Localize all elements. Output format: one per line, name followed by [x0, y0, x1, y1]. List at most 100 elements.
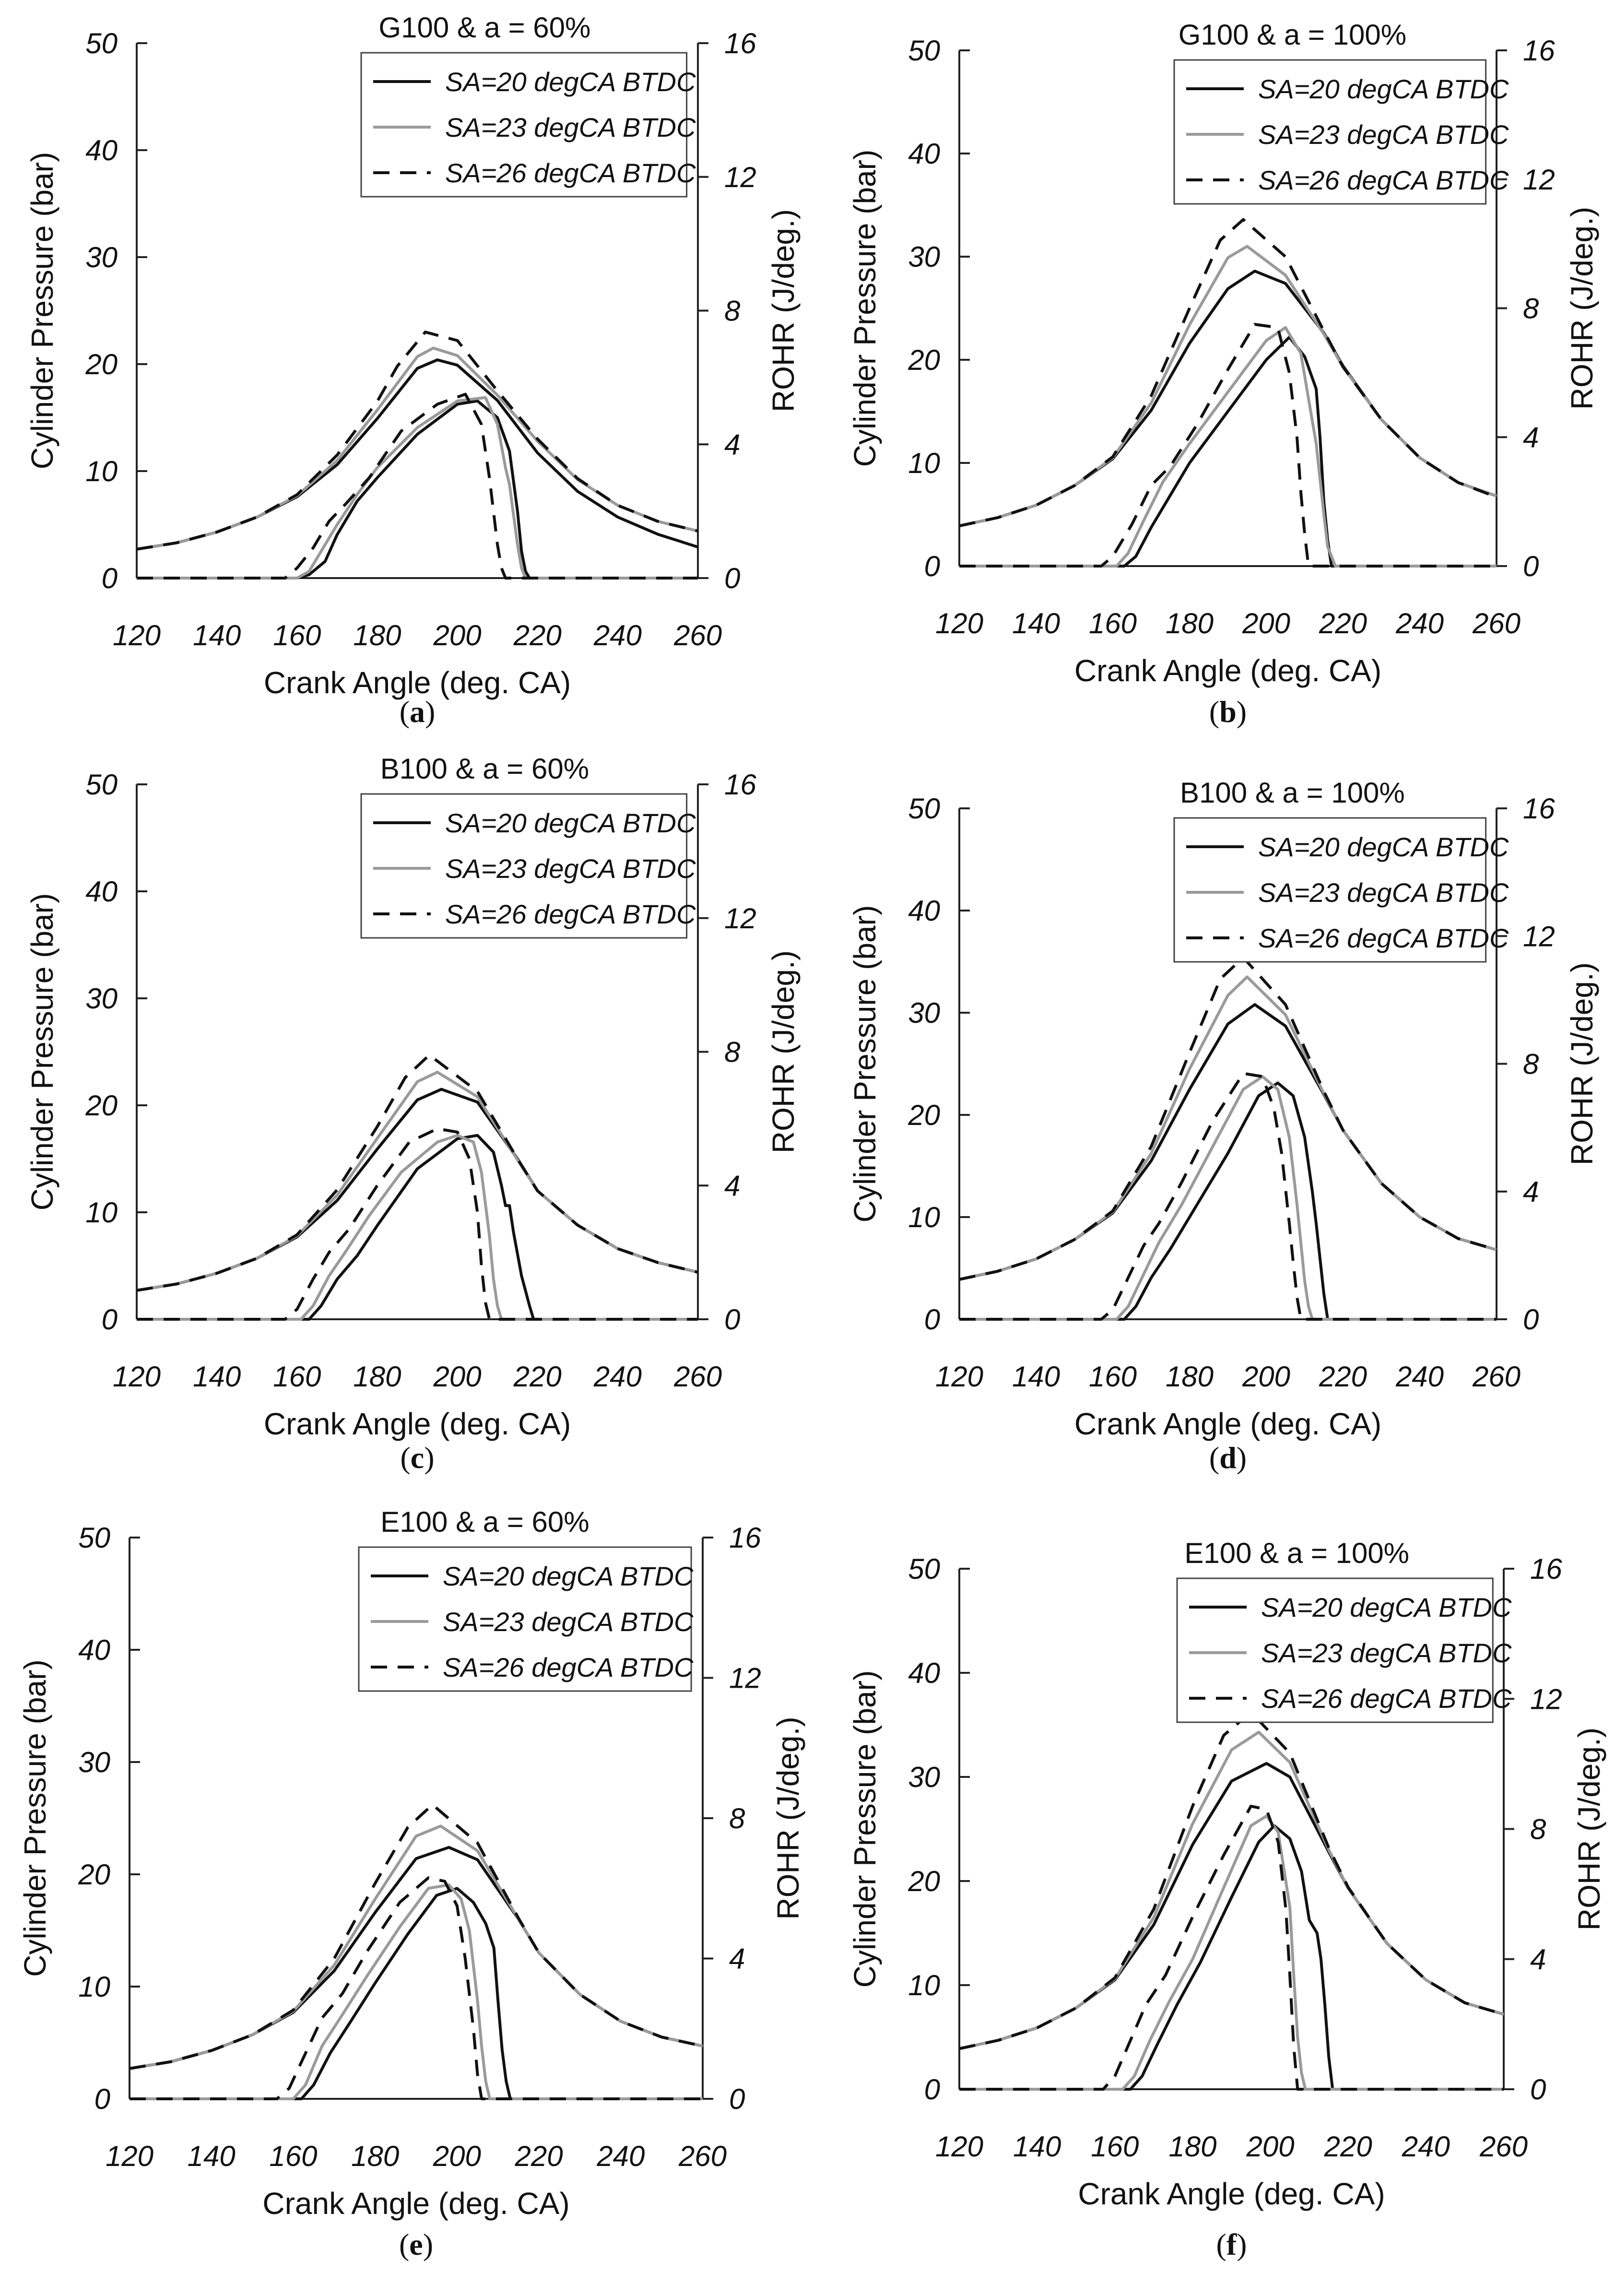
series-line-rohr-2	[130, 1883, 703, 2100]
y2-tick-label: 4	[1523, 421, 1539, 453]
y-tick-label: 0	[924, 2073, 940, 2106]
x-tick-label: 160	[269, 2140, 317, 2172]
y-tick-label: 10	[85, 455, 118, 487]
y-tick-label: 30	[908, 997, 940, 1029]
x-tick-label: 140	[1012, 607, 1060, 639]
y-tick-label: 30	[85, 982, 118, 1015]
y2-tick-label: 12	[1523, 920, 1555, 952]
x-axis-label: Crank Angle (deg. CA)	[264, 665, 571, 700]
x-tick-label: 180	[353, 619, 401, 651]
y-tick-label: 50	[78, 1522, 110, 1554]
y2-tick-label: 12	[724, 902, 756, 935]
series-line-rohr-3	[959, 323, 1497, 568]
caption-close: )	[1237, 2227, 1247, 2261]
y2-axis-label: ROHR (J/deg.)	[1565, 207, 1599, 410]
x-tick-label: 180	[1166, 1361, 1214, 1393]
chart-panel-b: 0 10 20 30 40 50 0 4 8 12 16 120 140 160 180 200 220 240 2…	[848, 19, 1599, 729]
y-tick-label: 40	[78, 1634, 110, 1666]
caption-open: (	[400, 695, 410, 729]
y2-tick-label: 16	[724, 27, 756, 59]
y2-tick-label: 4	[1530, 1943, 1546, 1976]
chart-panel-e: 0 10 20 30 40 50 0 4 8 12 16 120 140 160 180 200 220 240 2…	[18, 1506, 805, 2261]
x-tick-label: 200	[433, 2140, 481, 2172]
x-tick-label: 220	[513, 619, 562, 651]
y-tick-label: 0	[94, 2083, 110, 2115]
chart-panel-d: 0 10 20 30 40 50 0 4 8 12 16 120 140 160 180 200 220 240 2…	[848, 777, 1599, 1475]
y-tick-label: 40	[85, 876, 118, 908]
panel-caption: (c)	[400, 1441, 434, 1475]
x-axis-label: Crank Angle (deg. CA)	[262, 2186, 569, 2221]
panel-caption: (a)	[400, 695, 436, 729]
x-tick-label: 240	[596, 2140, 645, 2172]
series-line-pressure-3	[136, 331, 698, 551]
y-tick-label: 40	[908, 1657, 940, 1689]
caption-open: (	[1209, 695, 1219, 729]
legend-label: SA=23 degCA BTDC	[1261, 1638, 1512, 1668]
legend-label: SA=23 degCA BTDC	[1258, 119, 1509, 150]
x-tick-label: 260	[1472, 1361, 1521, 1393]
panel-caption: (e)	[399, 2227, 433, 2261]
y-tick-label: 50	[908, 1553, 940, 1585]
y-tick-label: 50	[908, 793, 940, 825]
y2-tick-label: 12	[1523, 164, 1555, 196]
x-tick-label: 220	[1324, 2130, 1372, 2163]
y-axis-label: Cylinder Pressure (bar)	[25, 893, 59, 1211]
y-tick-label: 20	[908, 344, 940, 376]
legend-label: SA=20 degCA BTDC	[1258, 832, 1509, 862]
y-tick-label: 0	[924, 550, 940, 582]
x-tick-label: 240	[1395, 1361, 1444, 1393]
y-tick-label: 50	[85, 769, 118, 801]
x-tick-label: 140	[1013, 2130, 1061, 2163]
y-tick-label: 20	[908, 1099, 940, 1131]
y2-tick-label: 16	[729, 1522, 761, 1554]
legend-label: SA=20 degCA BTDC	[445, 67, 696, 97]
y2-tick-label: 0	[724, 1303, 740, 1336]
caption-close: )	[1237, 1441, 1247, 1475]
legend-label: SA=20 degCA BTDC	[1261, 1592, 1512, 1622]
x-tick-label: 200	[1246, 2130, 1295, 2163]
series-line-rohr-2	[137, 1134, 698, 1321]
y-tick-label: 50	[908, 35, 940, 67]
y2-tick-label: 0	[1523, 550, 1539, 582]
y2-tick-label: 16	[1523, 35, 1555, 67]
x-tick-label: 180	[1166, 607, 1214, 639]
x-tick-label: 120	[106, 2140, 153, 2172]
series-line-pressure-1	[136, 1088, 698, 1292]
y-axis-label: Cylinder Pressure (bar)	[18, 1659, 52, 1977]
series-line-pressure-2	[959, 975, 1497, 1281]
chart-panel-a: 0 10 20 30 40 50 0 4 8 12 16 120 140 160 180 200 220 240 2…	[25, 12, 801, 729]
caption-open: (	[400, 1441, 410, 1475]
x-tick-label: 120	[113, 1361, 161, 1393]
x-tick-label: 240	[593, 1361, 642, 1393]
x-tick-label: 160	[1089, 607, 1137, 639]
legend-label: SA=23 degCA BTDC	[445, 853, 696, 884]
panel-caption: (b)	[1209, 695, 1247, 729]
x-tick-label: 140	[193, 619, 241, 651]
chart-panel-c: 0 10 20 30 40 50 0 4 8 12 16 120 140 160 180 200 220 240 2…	[25, 753, 801, 1475]
series-line-pressure-1	[959, 1762, 1504, 2050]
y2-tick-label: 16	[1530, 1553, 1562, 1585]
y-tick-label: 30	[85, 241, 118, 273]
series-line-pressure-3	[959, 218, 1497, 528]
x-tick-label: 120	[113, 619, 161, 651]
y2-axis-label: ROHR (J/deg.)	[1565, 962, 1599, 1165]
chart-title: G100 & a = 100%	[1179, 19, 1406, 51]
x-axis-label: Crank Angle (deg. CA)	[1078, 2177, 1385, 2211]
series-line-pressure-1	[959, 1003, 1497, 1281]
y-axis-label: Cylinder Pressure (bar)	[848, 1670, 882, 1988]
x-tick-label: 200	[1242, 607, 1290, 639]
x-tick-label: 120	[935, 1361, 983, 1393]
y2-tick-label: 4	[729, 1943, 745, 1975]
y-tick-label: 40	[85, 134, 118, 166]
x-tick-label: 260	[1479, 2130, 1528, 2163]
legend-box	[358, 1546, 692, 1692]
x-tick-label: 180	[353, 1361, 401, 1393]
y-tick-label: 10	[908, 1969, 940, 2001]
x-tick-label: 140	[193, 1361, 241, 1393]
y2-tick-label: 0	[1523, 1303, 1539, 1336]
x-tick-label: 140	[188, 2140, 236, 2172]
y-tick-label: 10	[85, 1196, 118, 1229]
y2-tick-label: 0	[724, 562, 740, 594]
x-tick-label: 160	[273, 1361, 321, 1393]
